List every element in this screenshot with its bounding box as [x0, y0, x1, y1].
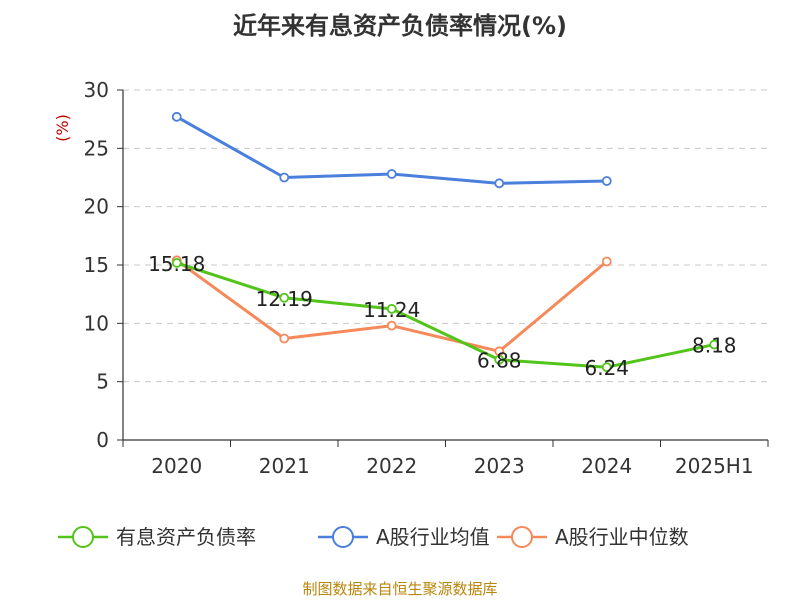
data-label-2024: 6.24: [584, 356, 629, 380]
series-lines: [171, 111, 720, 373]
legend-label-1: A股行业均值: [376, 525, 490, 549]
point-s0-2025H1: [709, 339, 720, 350]
y-tick-label-30: 30: [84, 78, 109, 102]
x-tick-label-2022: 2022: [366, 454, 417, 478]
point-s0-2024: [601, 362, 612, 373]
x-tick-label-2024: 2024: [581, 454, 632, 478]
point-s0-2023: [494, 354, 505, 365]
point-s2-2024: [601, 256, 612, 267]
point-s0-2022: [386, 303, 397, 314]
legend-marker-1: [332, 526, 354, 548]
point-s2-2021: [279, 333, 290, 344]
point-s0-2021: [279, 292, 290, 303]
legend-label-0: 有息资产负债率: [116, 525, 256, 549]
x-tick-label-2020: 2020: [151, 454, 202, 478]
point-s1-2020: [171, 111, 182, 122]
legend-item-2: A股行业中位数: [497, 525, 689, 549]
data-label-2022: 11.24: [363, 298, 420, 322]
legend-label-2: A股行业中位数: [555, 525, 689, 549]
point-s1-2024: [601, 176, 612, 186]
point-s2-2022: [386, 320, 397, 331]
y-tick-label-25: 25: [84, 136, 109, 160]
y-tick-label-0: 0: [96, 428, 109, 452]
axes: 0 5 10 15 20 25 30 2020 2021 2022 2023 2024 2025H1: [84, 78, 769, 478]
data-labels: 15.18 12.19 11.24 6.88 6.24 8.18: [148, 252, 736, 380]
y-tick-label-20: 20: [84, 195, 109, 219]
point-s1-2023: [494, 178, 505, 189]
y-tick-label-15: 15: [84, 253, 109, 277]
y-tick-label-5: 5: [96, 370, 109, 394]
x-tick-label-2023: 2023: [474, 454, 525, 478]
data-label-2023: 6.88: [477, 349, 522, 373]
series-line-0: [176, 261, 715, 369]
point-s1-2021: [279, 172, 290, 183]
legend-marker-2: [511, 526, 533, 548]
gridlines: [123, 89, 768, 383]
y-tick-label-10: 10: [84, 311, 109, 335]
chart-title: 近年来有息资产负债率情况(%): [233, 12, 567, 40]
y-axis-unit-label: (%): [53, 114, 72, 142]
data-label-2021: 12.19: [256, 287, 313, 311]
data-label-2020: 15.18: [148, 252, 205, 276]
x-tick-label-2021: 2021: [259, 454, 310, 478]
source-note: 制图数据来自恒生聚源数据库: [302, 580, 498, 598]
point-s0-2020: [171, 257, 182, 268]
legend-marker-0: [72, 526, 94, 548]
legend-item-1: A股行业均值: [318, 525, 490, 549]
point-s1-2022: [386, 169, 397, 179]
data-label-2025H1: 8.18: [692, 334, 737, 358]
legend-item-0: 有息资产负债率: [58, 525, 256, 549]
legend: 有息资产负债率 A股行业均值 A股行业中位数: [58, 525, 689, 549]
x-tick-label-2025H1: 2025H1: [675, 454, 754, 478]
